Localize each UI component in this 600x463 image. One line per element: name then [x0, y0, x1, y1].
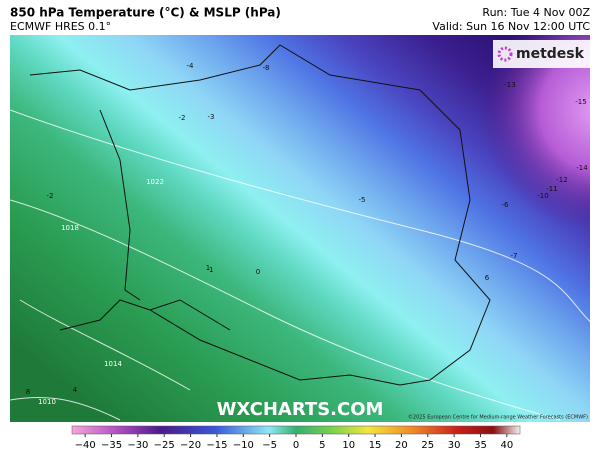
tick-label: −5	[262, 440, 277, 451]
contour-label: 0	[256, 268, 260, 276]
contour-label: 8	[26, 388, 30, 396]
watermark: WXCHARTS.COM	[217, 399, 384, 420]
tick-label: −15	[206, 440, 227, 451]
tick-label: 0	[293, 440, 299, 451]
tick-label: 10	[342, 440, 355, 451]
valid: Valid: Sun 16 Nov 12:00 UTC	[432, 20, 590, 33]
logo: metdesk	[516, 46, 585, 62]
contour-label: -11	[546, 185, 557, 193]
tick-label: 5	[319, 440, 325, 451]
contour-label: 1018	[61, 224, 79, 232]
contour-label: -5	[359, 196, 366, 204]
tick-label: −35	[101, 440, 122, 451]
contour-label: -8	[263, 64, 270, 72]
tick-label: 35	[474, 440, 487, 451]
contour-label: -12	[556, 176, 567, 184]
tick-label: 25	[421, 440, 434, 451]
tick-label: −20	[180, 440, 201, 451]
contour-label: -6	[502, 201, 510, 209]
map	[10, 35, 590, 422]
colorbar	[71, 425, 521, 435]
model: ECMWF HRES 0.1°	[10, 20, 111, 33]
contour-label: -15	[575, 98, 586, 106]
contour-label: -1	[207, 266, 214, 274]
contour-label: -7	[511, 252, 518, 260]
tick-label: 20	[395, 440, 408, 451]
contour-label: -10	[537, 192, 548, 200]
contour-label: 1022	[146, 178, 164, 186]
tick-label: −10	[233, 440, 254, 451]
contour-label: -13	[504, 81, 515, 89]
contour-label: 6	[485, 274, 490, 282]
contour-label: 1	[206, 264, 210, 272]
tick-label: 40	[500, 440, 513, 451]
tick-label: −40	[75, 440, 96, 451]
run: Run: Tue 4 Nov 00Z	[482, 6, 590, 19]
tick-label: 15	[369, 440, 382, 451]
contour-label: -3	[208, 113, 215, 121]
contour-label: 1010	[38, 398, 56, 406]
title: 850 hPa Temperature (°C) & MSLP (hPa)	[10, 6, 281, 20]
contour-label: -2	[179, 114, 186, 122]
contour-label: -4	[187, 62, 195, 70]
contour-label: 4	[73, 386, 78, 394]
contour-label: -14	[576, 164, 588, 172]
credit: ©2025 European Centre for Medium-range W…	[408, 414, 588, 421]
tick-label: −30	[127, 440, 148, 451]
contour-label: 1014	[104, 360, 122, 368]
tick-label: −25	[154, 440, 175, 451]
tick-label: 30	[448, 440, 461, 451]
contour-label: -2	[47, 192, 54, 200]
logo-box	[493, 40, 590, 68]
